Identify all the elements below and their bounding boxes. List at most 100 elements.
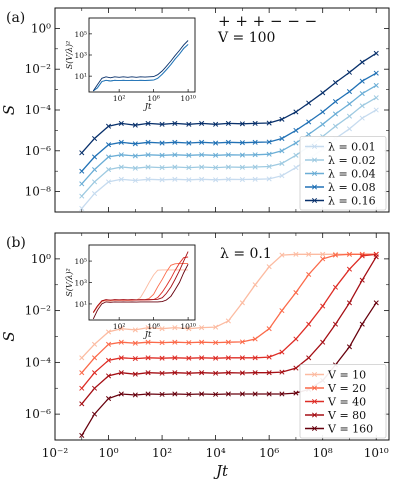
panel-1-series-3-point-17 xyxy=(306,355,312,361)
panel-0-series-3-point-4 xyxy=(132,141,138,147)
panel-1-xtick-label-5: 10⁸ xyxy=(313,446,333,460)
panel-0-series-2-point-20 xyxy=(346,101,353,107)
panel-1-series-2-point-4 xyxy=(132,356,138,362)
panel-0-series-2-point-4 xyxy=(132,153,138,159)
panel-1-series-3-point-6 xyxy=(159,370,165,376)
panel-0-series-1-point-14 xyxy=(266,163,272,170)
panel-0-series-3-point-18 xyxy=(320,109,326,115)
panel-1-series-0-point-5 xyxy=(145,325,151,331)
panel-0-series-2-point-2 xyxy=(105,154,112,160)
panel-0-series-3-point-11 xyxy=(225,139,231,145)
panel-0-series-1-point-4 xyxy=(132,165,138,171)
panel-1-series-0-point-14 xyxy=(266,264,272,270)
panel-1-inset-xtick-label-2: 10¹⁰ xyxy=(180,322,196,331)
panel-1-series-4-point-2 xyxy=(105,395,112,402)
panel-0-series-0-point-6 xyxy=(159,177,165,183)
panel-0-series-1-point-16 xyxy=(293,152,299,158)
panel-1-series-1-point-11 xyxy=(225,339,231,345)
panel-1-legend-label-4: V = 160 xyxy=(327,423,373,436)
panel-0-series-1-point-3 xyxy=(118,164,124,170)
panel-1-series-1-point-10 xyxy=(213,340,219,346)
panel-0-series-2-point-11 xyxy=(225,152,231,158)
panel-1-series-2-point-11 xyxy=(225,355,231,361)
panel-0-series-1-point-0 xyxy=(79,193,85,199)
panel-1-series-0-point-11 xyxy=(225,318,231,324)
panel-0-series-3-point-8 xyxy=(186,140,192,146)
panel-1-series-3-point-3 xyxy=(118,370,124,376)
panel-0-series-4-point-1 xyxy=(91,135,98,142)
panel-0-series-1-point-21 xyxy=(359,103,365,109)
panel-0-series-0-point-2 xyxy=(105,179,112,185)
panel-1-series-1-point-15 xyxy=(279,308,285,314)
panel-1-inset-ytick-label-1: 10³ xyxy=(74,279,87,288)
panel-1-inset-ytick-label-0: 10⁵ xyxy=(74,257,87,266)
panel-1-series-1-point-17 xyxy=(306,271,312,278)
panel-1-series-1-point-8 xyxy=(186,340,192,346)
panel-1-series-2-point-5 xyxy=(145,355,151,361)
panel-0-legend-marker-2 xyxy=(311,170,318,177)
panel-0-series-0-point-7 xyxy=(172,176,178,182)
panel-0-annotation-0: + + + − − − xyxy=(218,12,317,30)
panel-0-series-4-point-13 xyxy=(252,120,258,126)
panel-1-xtick-label-4: 10⁶ xyxy=(259,446,279,460)
panel-0-series-1-point-2 xyxy=(105,167,112,173)
panel-0-legend-label-3: λ = 0.08 xyxy=(328,181,376,194)
panel-1-legend-label-3: V = 80 xyxy=(327,409,366,422)
panel-0-series-2-point-13 xyxy=(252,152,258,158)
panel-0-series-3-point-13 xyxy=(252,139,258,145)
panel-1-series-4-point-12 xyxy=(239,391,245,397)
panel-0-inset-ylabel: S(V/λ)² xyxy=(65,41,74,69)
panel-1-series-1-point-1 xyxy=(91,355,98,361)
panel-1-series-2-point-16 xyxy=(293,336,299,342)
panel-0-series-4-point-6 xyxy=(159,121,165,127)
panel-1-series-3-point-9 xyxy=(199,370,205,376)
panel-0-series-1-point-20 xyxy=(346,113,353,119)
panel-0-series-3-point-0 xyxy=(79,168,85,174)
panel-0-series-1-point-5 xyxy=(145,164,151,170)
panel-1-series-0-point-18 xyxy=(320,251,326,257)
panel-0-series-1-point-6 xyxy=(159,165,165,171)
panel-1-series-0-point-10 xyxy=(213,324,219,330)
panel-1-series-1-point-19 xyxy=(332,252,339,258)
panel-0-series-2-point-21 xyxy=(359,91,365,97)
panel-0-series-1-point-10 xyxy=(213,165,219,171)
panel-0-series-1-point-12 xyxy=(239,164,245,170)
panel-1-series-3-point-22 xyxy=(373,254,379,260)
panel-1-inset-series-0 xyxy=(92,269,189,314)
shared-xlabel: Jt xyxy=(213,462,229,480)
panel-0-series-3-point-5 xyxy=(145,139,151,145)
panel-0-series-3-point-9 xyxy=(199,139,205,145)
panel-0-legend-marker-4 xyxy=(311,197,318,204)
panel-0-series-1-point-1 xyxy=(91,179,98,185)
panel-0-inset-xtick-label-1: 10⁶ xyxy=(147,94,160,103)
panel-1-series-3-point-5 xyxy=(145,370,151,376)
panel-1-legend-marker-0 xyxy=(311,371,318,378)
panel-1-series-4-point-8 xyxy=(186,391,192,397)
panel-1-series-4-point-3 xyxy=(118,391,124,397)
panel-0-legend-label-4: λ = 0.16 xyxy=(328,195,376,208)
panel-0-series-2-point-9 xyxy=(199,152,205,158)
panel-0-series-2-point-16 xyxy=(293,140,299,146)
panel-0-series-0-point-10 xyxy=(213,177,219,183)
panel-0-series-2-point-17 xyxy=(306,131,312,137)
panel-1-series-0-point-13 xyxy=(252,282,258,288)
panel-1-series-4-point-7 xyxy=(172,391,178,397)
panel-0-series-3-point-19 xyxy=(332,98,339,105)
panel-0-series-2-point-7 xyxy=(172,152,178,158)
panel-0-series-3-point-10 xyxy=(213,140,219,146)
panel-0-series-4-point-11 xyxy=(225,120,231,126)
panel-1-xtick-label-2: 10² xyxy=(152,446,172,460)
panel-0-inset-series-4 xyxy=(92,40,189,92)
panel-0-series-0-point-5 xyxy=(145,176,151,182)
panel-0-inset-ytick-label-2: 10¹ xyxy=(74,72,87,81)
panel-0-series-4-point-17 xyxy=(306,100,312,106)
panel-1-series-2-point-6 xyxy=(159,355,165,361)
panel-0-series-1-point-8 xyxy=(186,165,192,171)
panel-0-inset-xlabel: Jt xyxy=(143,102,152,112)
panel-0-series-0-point-13 xyxy=(252,176,258,182)
panel-0-series-0-point-3 xyxy=(118,176,124,182)
panel-1-series-1-point-14 xyxy=(266,326,272,332)
panel-0-panel-label: (a) xyxy=(6,10,25,26)
panel-1-series-0-point-17 xyxy=(306,251,312,257)
